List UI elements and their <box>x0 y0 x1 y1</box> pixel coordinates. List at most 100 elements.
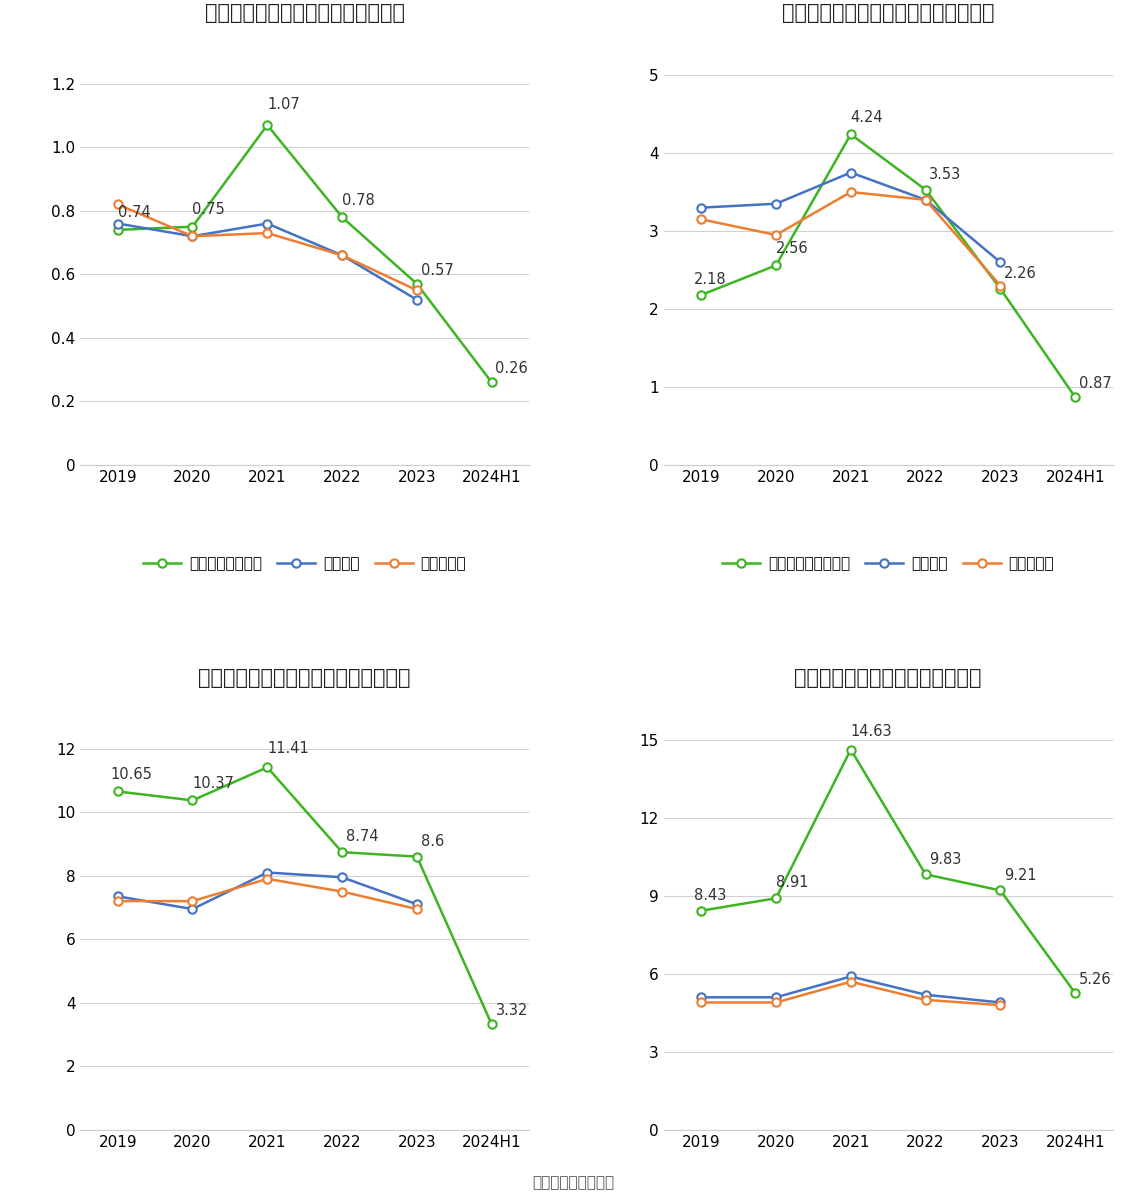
行业中位数 <box>186 230 200 244</box>
行业中位数 <box>770 227 783 242</box>
Line: 行业中位数: 行业中位数 <box>697 977 1005 1010</box>
公司总资产周转率 <box>409 276 423 291</box>
公司存货周转率 <box>694 904 708 918</box>
Line: 行业均值: 行业均值 <box>114 868 421 914</box>
公司应收账款周转率 <box>186 793 200 808</box>
Line: 行业均值: 行业均值 <box>697 972 1005 1006</box>
公司固定资产周转率 <box>694 287 708 302</box>
行业中位数 <box>111 197 125 212</box>
行业中位数 <box>919 192 933 207</box>
行业均值 <box>919 192 933 207</box>
行业均值 <box>186 902 200 916</box>
行业均值 <box>993 255 1007 269</box>
Line: 行业均值: 行业均值 <box>114 219 421 304</box>
Title: 阿科力历年总资产周转率情况（次）: 阿科力历年总资产周转率情况（次） <box>204 4 405 23</box>
行业中位数 <box>260 871 274 886</box>
行业中位数 <box>694 995 708 1010</box>
Text: 0.78: 0.78 <box>342 192 375 208</box>
行业中位数 <box>409 902 423 916</box>
Text: 9.21: 9.21 <box>1004 868 1037 882</box>
行业均值 <box>844 166 858 180</box>
公司存货周转率 <box>844 743 858 757</box>
公司存货周转率 <box>993 883 1007 898</box>
行业中位数 <box>260 226 274 240</box>
Text: 数据来源：恒生聚源: 数据来源：恒生聚源 <box>532 1176 615 1190</box>
公司总资产周转率 <box>186 220 200 234</box>
行业中位数 <box>335 248 349 262</box>
公司应收账款周转率 <box>335 845 349 859</box>
行业均值 <box>260 865 274 880</box>
行业均值 <box>409 897 423 911</box>
Text: 3.53: 3.53 <box>929 167 961 182</box>
公司应收账款周转率 <box>409 850 423 864</box>
Legend: 公司固定资产周转率, 行业均值, 行业中位数: 公司固定资产周转率, 行业均值, 行业中位数 <box>716 549 1061 577</box>
公司固定资产周转率 <box>844 127 858 142</box>
Text: 8.74: 8.74 <box>346 829 379 844</box>
行业中位数 <box>993 279 1007 293</box>
公司总资产周转率 <box>485 375 499 389</box>
行业均值 <box>694 201 708 215</box>
行业均值 <box>111 889 125 904</box>
行业均值 <box>770 197 783 212</box>
Line: 行业中位数: 行业中位数 <box>114 201 421 294</box>
Text: 0.57: 0.57 <box>421 262 453 278</box>
行业均值 <box>111 216 125 231</box>
行业中位数 <box>919 993 933 1007</box>
行业中位数 <box>770 995 783 1010</box>
Text: 1.07: 1.07 <box>267 97 301 112</box>
Title: 阿科力历年固定资产周转率情况（次）: 阿科力历年固定资产周转率情况（次） <box>782 4 994 23</box>
公司总资产周转率 <box>260 118 274 132</box>
行业均值 <box>844 969 858 983</box>
行业均值 <box>186 230 200 244</box>
Line: 公司固定资产周转率: 公司固定资产周转率 <box>697 130 1079 401</box>
行业中位数 <box>111 894 125 909</box>
行业均值 <box>260 216 274 231</box>
行业中位数 <box>409 282 423 297</box>
Line: 行业中位数: 行业中位数 <box>114 875 421 914</box>
行业中位数 <box>186 894 200 909</box>
Title: 阿科力历年应收账款周转率情况（次）: 阿科力历年应收账款周转率情况（次） <box>198 668 411 689</box>
行业均值 <box>919 988 933 1002</box>
Text: 2.56: 2.56 <box>777 240 809 256</box>
Text: 8.43: 8.43 <box>694 888 726 903</box>
Text: 4.24: 4.24 <box>851 109 883 125</box>
行业均值 <box>993 995 1007 1010</box>
行业中位数 <box>844 185 858 200</box>
公司固定资产周转率 <box>993 281 1007 296</box>
行业中位数 <box>335 885 349 899</box>
公司固定资产周转率 <box>770 258 783 273</box>
Text: 8.91: 8.91 <box>777 875 809 891</box>
Text: 10.37: 10.37 <box>193 775 234 791</box>
行业中位数 <box>694 212 708 226</box>
公司固定资产周转率 <box>1068 389 1082 404</box>
Text: 9.83: 9.83 <box>929 851 961 867</box>
Title: 阿科力历年存货周转率情况（次）: 阿科力历年存货周转率情况（次） <box>795 668 982 689</box>
公司应收账款周转率 <box>485 1017 499 1031</box>
Text: 5.26: 5.26 <box>1079 971 1111 987</box>
行业均值 <box>335 248 349 262</box>
公司存货周转率 <box>1068 986 1082 1000</box>
公司固定资产周转率 <box>919 183 933 197</box>
Line: 公司应收账款周转率: 公司应收账款周转率 <box>114 763 496 1029</box>
公司存货周转率 <box>919 867 933 881</box>
公司总资产周转率 <box>335 210 349 225</box>
行业均值 <box>694 990 708 1005</box>
Text: 0.75: 0.75 <box>193 202 225 218</box>
Legend: 公司总资产周转率, 行业均值, 行业中位数: 公司总资产周转率, 行业均值, 行业中位数 <box>136 549 473 577</box>
Text: 2.18: 2.18 <box>694 272 726 287</box>
Text: 14.63: 14.63 <box>851 724 892 739</box>
行业中位数 <box>844 975 858 989</box>
行业中位数 <box>993 998 1007 1012</box>
Line: 公司存货周转率: 公司存货周转率 <box>697 745 1079 998</box>
Text: 3.32: 3.32 <box>496 1002 528 1018</box>
Line: 行业均值: 行业均值 <box>697 168 1005 267</box>
Text: 11.41: 11.41 <box>267 742 309 756</box>
Text: 0.87: 0.87 <box>1079 376 1111 391</box>
行业均值 <box>770 990 783 1005</box>
Text: 0.74: 0.74 <box>118 206 150 220</box>
Text: 10.65: 10.65 <box>110 767 153 783</box>
行业均值 <box>409 292 423 307</box>
公司存货周转率 <box>770 891 783 905</box>
Text: 0.26: 0.26 <box>496 361 529 376</box>
Text: 8.6: 8.6 <box>421 834 444 849</box>
